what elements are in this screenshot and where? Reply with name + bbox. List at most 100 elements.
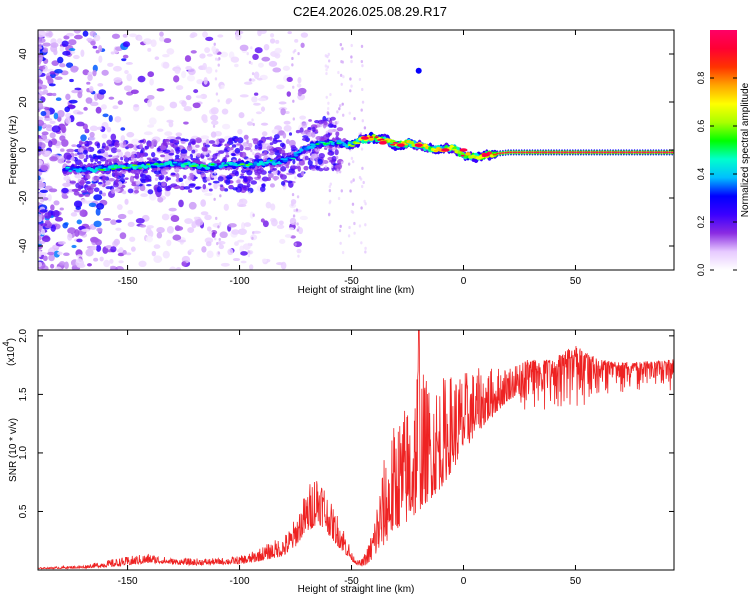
spectrogram-noise-point [48, 254, 55, 262]
spectrogram-ridge-point [555, 151, 558, 154]
spectrogram-ridge-point [355, 142, 361, 145]
spectrogram-streak-point [295, 208, 299, 212]
spectrogram-noise-point [85, 248, 94, 257]
spectrogram-noise-point [84, 128, 90, 134]
spectrogram-streak-point [251, 236, 254, 240]
spectrogram-speckle-point [201, 146, 208, 152]
spectrogram-speckle-point [110, 188, 115, 194]
spectrogram-noise-point [127, 209, 134, 215]
spectrogram-noise-point [238, 204, 247, 207]
spectrogram-noise-point [297, 76, 302, 84]
spectrogram-streak-point [358, 224, 362, 228]
spectrogram-speckle-point [122, 190, 127, 195]
spectrogram-noise-point [296, 248, 302, 254]
spectrogram-noise-point [51, 125, 61, 133]
spectrogram-noise-point [227, 248, 234, 256]
spectrogram-ridge-point [579, 151, 583, 154]
spectrogram-streak-point [339, 104, 342, 108]
spectrogram-speckle-point [318, 152, 325, 159]
spectrogram-streak-point [252, 151, 255, 156]
spectrogram-noise-point [219, 231, 228, 239]
spectrogram-noise-point [283, 124, 292, 132]
spectrogram-ridge-point [606, 151, 609, 154]
spectrogram-speckle-point [184, 138, 189, 142]
spectrogram-noise-point [200, 199, 207, 207]
spectrogram-noise-point [50, 224, 56, 232]
spectrogram-streak-point [350, 180, 353, 184]
snr-x-tick-label: 50 [570, 576, 582, 587]
spectrogram-speckle-point [308, 119, 312, 122]
spectrogram-x-tick-label: -150 [118, 276, 138, 287]
spectrogram-speckle-point [99, 176, 103, 180]
spectrogram-ridge-point [272, 160, 277, 162]
snr-x-tick-label: -50 [344, 576, 359, 587]
colorbar-tick-label: 0.6 [696, 120, 706, 133]
spectrogram-noise-point [243, 134, 249, 140]
spectrogram-noise-point [38, 69, 43, 77]
spectrogram-noise-point [110, 219, 117, 225]
spectrogram-noise-point [44, 212, 52, 219]
spectrogram-ridge-point [662, 151, 666, 154]
spectrogram-panel: -150 -100 -50 0 50 -40 -20 0 20 40 Height of str… [8, 29, 675, 296]
spectrogram-speckle-point [138, 152, 145, 158]
spectrogram-noise-point [274, 52, 281, 59]
spectrogram-speckle-point [323, 121, 328, 126]
spectrogram-noise-point [38, 159, 44, 166]
spectrogram-noise-point [243, 222, 252, 227]
spectrogram-ridge-point [609, 151, 612, 154]
spectrogram-noise-point [57, 158, 65, 164]
spectrogram-noise-point [156, 128, 164, 132]
spectrogram-noise-point [184, 218, 193, 225]
spectrogram-noise-point [59, 63, 66, 68]
spectrogram-ridge-point [536, 151, 540, 154]
spectrogram-speckle-point [163, 149, 171, 154]
spectrogram-ridge-point [496, 152, 499, 155]
spectrogram-noise-point [183, 121, 189, 125]
spectrogram-streak-point [297, 51, 300, 56]
spectrogram-speckle-point [304, 155, 309, 161]
spectrogram-speckle-point [166, 177, 171, 181]
spectrogram-noise-point [50, 263, 55, 269]
spectrogram-ridge-point [463, 154, 468, 158]
spectrogram-speckle-point [93, 187, 100, 193]
spectrogram-ridge-point [614, 151, 617, 154]
spectrogram-speckle-point [219, 186, 225, 192]
spectrogram-ridge-point [525, 151, 529, 154]
spectrogram-noise-point [174, 225, 181, 232]
spectrogram-speckle-point [228, 137, 233, 144]
spectrogram-speckle-point [236, 179, 241, 184]
snr-y-tick-label: 1.5 [18, 387, 29, 401]
spectrogram-streak-point [360, 44, 364, 48]
spectrogram-noise-point [76, 238, 83, 243]
spectrogram-ridge-point [153, 163, 160, 165]
spectrogram-ridge-point [603, 151, 607, 154]
spectrogram-speckle-point [71, 144, 77, 147]
spectrogram-speckle-point [99, 156, 107, 162]
spectrogram-ridge-point [625, 151, 628, 154]
spectrogram-noise-point [66, 32, 75, 37]
spectrogram-noise-point [61, 126, 66, 133]
spectrogram-noise-point [76, 121, 85, 127]
spectrogram-noise-point [38, 102, 44, 110]
spectrogram-noise-point [82, 30, 89, 37]
spectrogram-noise-point [188, 201, 197, 210]
spectrogram-streak-point [327, 101, 330, 105]
spectrogram-noise-point [86, 81, 91, 85]
spectrogram-ridge-point [326, 142, 331, 145]
spectrogram-ridge-point [338, 141, 345, 144]
spectrogram-speckle-point [130, 154, 136, 159]
spectrogram-ridge-point [65, 166, 70, 169]
spectrogram-noise-point [73, 54, 80, 60]
spectrogram-speckle-point [254, 144, 259, 150]
spectrogram-noise-point [87, 74, 93, 82]
spectrogram-speckle-point [143, 170, 148, 174]
spectrogram-noise-point [193, 216, 199, 220]
spectrogram-streak-point [338, 170, 342, 174]
snr-x-tick-label: 0 [461, 576, 467, 587]
spectrogram-streak-point [328, 189, 332, 193]
spectrogram-ridge-point [671, 151, 674, 154]
spectrogram-streak-point [350, 84, 353, 88]
spectrogram-streak-point [341, 250, 345, 255]
spectrogram-speckle-point [88, 154, 92, 159]
spectrogram-ridge-point [509, 151, 513, 154]
